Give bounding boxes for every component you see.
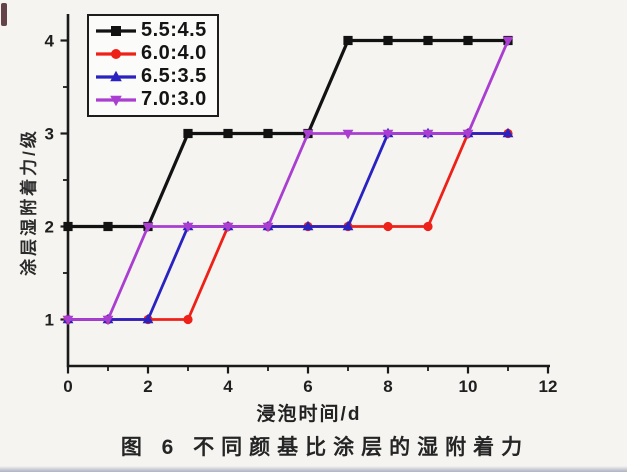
triangle-up-marker — [110, 70, 122, 81]
legend-item: 7.0:3.0 — [96, 88, 207, 111]
triangle-down-marker — [462, 129, 474, 140]
y-axis-label: 涂层湿附着力/级 — [19, 128, 39, 276]
triangle-down-marker — [342, 129, 354, 140]
x-tick-label: 6 — [303, 377, 312, 396]
square-marker — [103, 221, 113, 232]
x-tick-label: 2 — [143, 377, 152, 396]
legend-label: 6.0:4.0 — [141, 42, 207, 64]
square-marker — [183, 128, 193, 139]
figure-caption: 图 6 不同颜基比涂层的湿附着力 — [120, 436, 530, 459]
x-tick-label: 8 — [383, 377, 392, 396]
triangle-down-marker — [142, 222, 154, 233]
triangle-up-marker — [302, 220, 314, 231]
triangle-down-marker — [182, 222, 194, 233]
series-line — [68, 38, 508, 229]
series-7.0:3.0 — [62, 36, 514, 326]
legend-swatch — [96, 48, 136, 59]
triangle-down-marker — [110, 95, 122, 106]
square-marker — [223, 128, 233, 139]
scan-artifact-topleft — [1, 3, 7, 26]
circle-marker — [383, 221, 393, 232]
circle-marker — [111, 48, 121, 59]
x-tick-label: 10 — [459, 377, 478, 396]
legend-item: 5.5:4.5 — [96, 19, 207, 42]
circle-marker — [183, 314, 193, 325]
square-marker — [423, 35, 433, 46]
triangle-down-marker — [382, 129, 394, 140]
legend-label: 7.0:3.0 — [141, 88, 207, 110]
x-tick-label: 12 — [539, 377, 558, 396]
triangle-down-marker — [222, 222, 234, 233]
y-tick-label: 4 — [45, 32, 55, 51]
x-tick-label: 4 — [223, 377, 233, 396]
y-tick-label: 3 — [45, 125, 54, 144]
x-tick-label: 0 — [63, 377, 72, 396]
triangle-up-marker — [342, 220, 354, 231]
triangle-down-marker — [422, 129, 434, 140]
series-line — [68, 39, 510, 321]
chart-legend: 5.5:4.5 6.0:4.0 6.5:3.5 7.0:3.0 — [87, 14, 219, 117]
y-tick-label: 2 — [45, 218, 54, 237]
legend-item: 6.5:3.5 — [96, 65, 207, 88]
legend-swatch — [96, 25, 136, 36]
triangle-down-marker — [302, 129, 314, 140]
legend-item: 6.0:4.0 — [96, 42, 207, 65]
square-marker — [63, 221, 73, 232]
triangle-down-marker — [262, 222, 274, 233]
scan-artifact-bottom-strip — [0, 466, 627, 472]
legend-swatch — [96, 70, 136, 81]
triangle-down-marker — [502, 36, 514, 47]
y-tick-label: 1 — [45, 311, 54, 330]
triangle-up-marker — [502, 127, 514, 138]
legend-swatch — [96, 95, 136, 106]
legend-label: 5.5:4.5 — [141, 19, 207, 41]
x-axis-label: 浸泡时间/d — [256, 404, 362, 425]
square-marker — [383, 35, 393, 46]
circle-marker — [423, 221, 433, 232]
triangle-down-marker — [62, 315, 74, 326]
legend-label: 6.5:3.5 — [141, 65, 207, 87]
square-marker — [463, 35, 473, 46]
square-marker — [111, 25, 121, 36]
square-marker — [343, 35, 353, 46]
square-marker — [263, 128, 273, 139]
triangle-down-marker — [102, 315, 114, 326]
triangle-up-marker — [142, 313, 154, 324]
